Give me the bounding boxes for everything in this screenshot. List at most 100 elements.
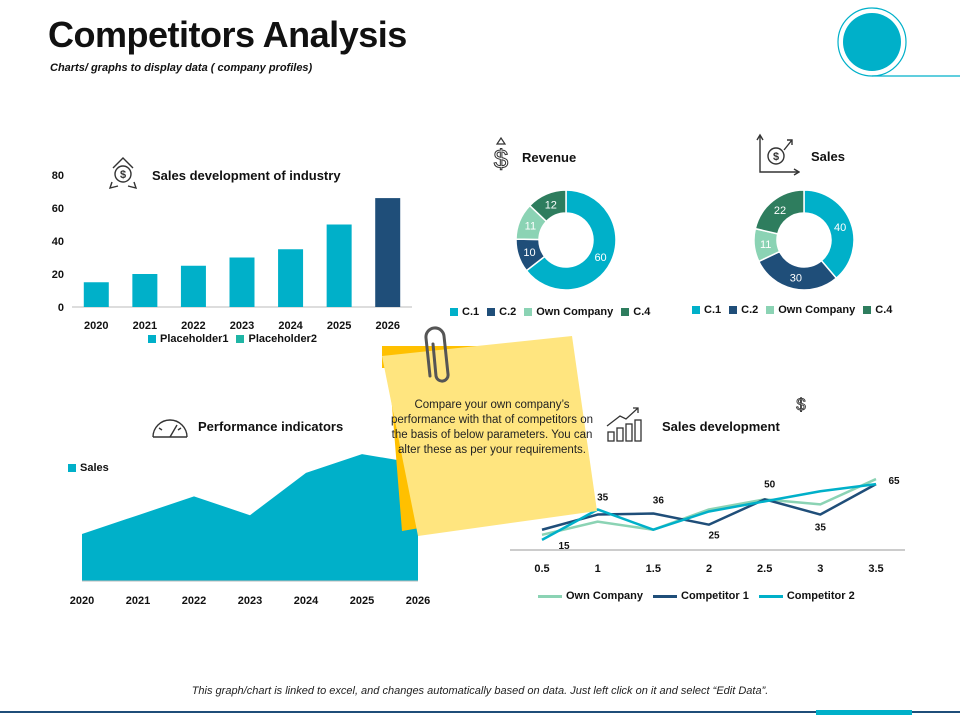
x-tick-label: 3: [817, 563, 823, 575]
x-tick-label: 2022: [182, 595, 206, 607]
page-title: Competitors Analysis: [48, 14, 407, 55]
footer-note: This graph/chart is linked to excel, and…: [191, 685, 769, 697]
x-tick-label: 2021: [126, 595, 150, 607]
x-tick-label: 2026: [406, 595, 430, 607]
svg-text:$: $: [120, 169, 126, 181]
sticky-note: [382, 336, 597, 536]
revenue-legend-c2: C.2: [499, 306, 517, 318]
slice-value-label: 11: [525, 220, 536, 232]
x-tick-label: 1.5: [646, 563, 661, 575]
revenue-chart-title: Revenue: [522, 150, 577, 165]
dollar-icon-small: $: [796, 395, 807, 414]
slice-c-1: [525, 189, 617, 291]
footer-accent: [816, 710, 912, 715]
bar-placeholder1-2023: [229, 257, 255, 307]
sales-legend-c1: C.1: [704, 304, 722, 316]
revenue-legend-c1: C.1: [462, 306, 480, 318]
sales-development-line-chart: 15 35 36 25 50 35 65 0.5 1 1.5 2 2.5 3 3.5: [510, 476, 905, 575]
paperclip-icon: [424, 326, 450, 383]
sales-development-chart-title: Sales development: [662, 419, 780, 434]
line-own-company: [541, 477, 877, 537]
slice-value-label: 40: [834, 222, 846, 234]
svg-text:$: $: [796, 395, 806, 414]
bar-placeholder1-2022: [180, 265, 206, 307]
sales-development-legend: Own Company Competitor 1 Competitor 2: [538, 590, 863, 602]
x-tick-label: 2.5: [757, 563, 772, 575]
x-tick-label: 2020: [70, 595, 94, 607]
industry-chart-title: Sales development of industry: [152, 168, 341, 183]
x-tick-label: 1: [595, 563, 601, 575]
bar-placeholder1-2025: [326, 224, 352, 307]
y-tick-label: 20: [52, 269, 64, 281]
slice-value-label: 60: [594, 252, 606, 264]
x-tick-label: 2: [706, 563, 712, 575]
decorative-circle: [837, 7, 960, 77]
bar-placeholder1-2020: [83, 282, 109, 307]
slice-c-4: [754, 189, 805, 235]
slice-value-label: 22: [774, 205, 786, 217]
x-tick-label: 0.5: [534, 563, 549, 575]
line-competitor-1: [541, 483, 877, 531]
revenue-legend-own: Own Company: [536, 306, 614, 318]
x-tick-label: 2024: [278, 320, 303, 332]
sales-legend-own: Own Company: [778, 304, 856, 316]
revenue-donut-chart: 60 10 11 12: [515, 189, 617, 291]
performance-legend: Sales: [68, 462, 117, 474]
performance-chart-title: Performance indicators: [198, 419, 344, 434]
slice-value-label: 11: [760, 239, 771, 251]
x-tick-label: 3.5: [868, 563, 883, 575]
slice-value-label: 10: [523, 247, 535, 259]
sales-donut-chart: 40 30 11 22: [753, 189, 855, 291]
x-tick-label: 2026: [375, 320, 399, 332]
slice-c-1: [803, 189, 855, 280]
legend-competitor-2: Competitor 2: [786, 590, 855, 602]
legend-placeholder2: Placeholder2: [248, 333, 317, 345]
data-label: 35: [815, 523, 827, 534]
data-label: 50: [764, 479, 776, 490]
x-tick-label: 2025: [350, 595, 374, 607]
dollar-recycle-icon: $: [108, 157, 138, 189]
gauge-icon: [152, 419, 188, 438]
legend-sales: Sales: [80, 462, 109, 474]
industry-bar-chart: 0 20 40 60 80 2020 2021 2022 2023 2024 2025 2026: [52, 170, 412, 332]
industry-legend: Placeholder1 Placeholder2: [148, 333, 325, 345]
x-tick-label: 2020: [84, 320, 108, 332]
svg-text:$: $: [494, 144, 509, 174]
data-label: 36: [653, 496, 665, 507]
svg-text:$: $: [773, 151, 779, 163]
y-tick-label: 40: [52, 236, 64, 248]
performance-area-chart: 2020 2021 2022 2023 2024 2025 2026: [70, 454, 430, 607]
slice-c-4: [528, 189, 567, 223]
legend-own-company: Own Company: [566, 590, 644, 602]
data-label: 25: [708, 531, 720, 542]
revenue-legend: C.1 C.2 Own Company C.4: [450, 306, 658, 318]
data-label: 35: [597, 493, 609, 504]
x-tick-label: 2025: [327, 320, 351, 332]
sales-chart-title: Sales: [811, 149, 845, 164]
sales-legend: C.1 C.2 Own Company C.4: [692, 304, 900, 316]
legend-placeholder1: Placeholder1: [160, 333, 229, 345]
slice-value-label: 30: [790, 273, 802, 285]
area-sales: [82, 454, 418, 581]
page-subtitle: Charts/ graphs to display data ( company…: [50, 62, 313, 74]
sales-legend-c4: C.4: [875, 304, 893, 316]
y-tick-label: 80: [52, 170, 64, 182]
footer-rule: [0, 711, 960, 713]
bar-placeholder1-2024: [278, 249, 304, 307]
slice-value-label: 12: [545, 200, 557, 212]
x-tick-label: 2023: [238, 595, 262, 607]
y-tick-label: 60: [52, 203, 64, 215]
x-tick-label: 2023: [230, 320, 254, 332]
sticky-note-text: Compare your own company’s performance w…: [391, 399, 593, 456]
bar-growth-icon: [606, 407, 642, 442]
legend-competitor-1: Competitor 1: [681, 590, 749, 602]
bar-placeholder1-2021: [132, 274, 158, 307]
data-label: 65: [888, 476, 900, 487]
dollar-icon: $: [493, 136, 509, 175]
sales-legend-c2: C.2: [741, 304, 759, 316]
bar-placeholder2-2026: [375, 198, 401, 307]
dollar-growth-chart-icon: $: [756, 133, 800, 176]
x-tick-label: 2024: [294, 595, 319, 607]
x-tick-label: 2022: [181, 320, 205, 332]
line-competitor-2: [541, 482, 877, 541]
